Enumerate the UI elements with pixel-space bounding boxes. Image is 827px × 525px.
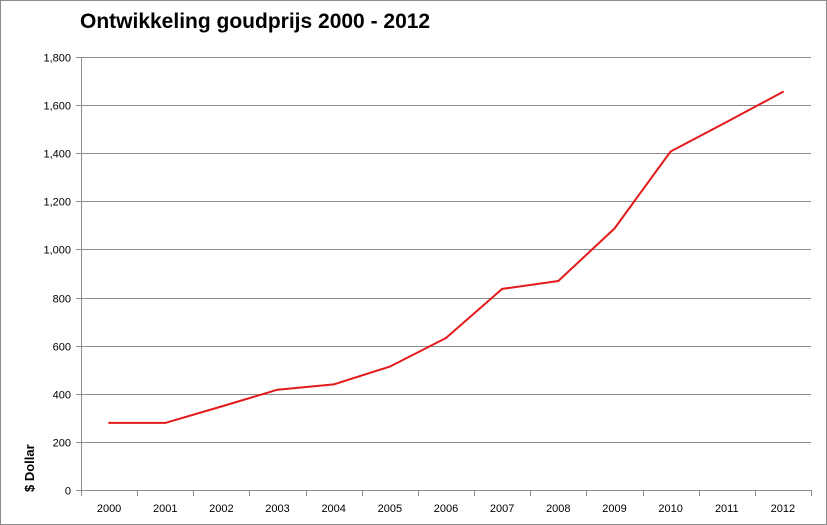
series-group: [108, 90, 784, 424]
x-axis-ticks: 2000 2001 2002 2003 2004 2005 2006 2007 2008 2009…: [81, 490, 812, 515]
data-point: [781, 90, 784, 93]
data-point: [445, 337, 447, 339]
x-tick-label: 2011: [715, 503, 739, 515]
data-point: [220, 405, 223, 408]
y-axis-ticks: 0 200 400 600 800 1,000 1,200 1,400 1,600 1,800: [43, 53, 81, 498]
x-tick-label: 2004: [321, 503, 345, 515]
series-line: [109, 91, 784, 424]
y-tick-label: 200: [53, 438, 71, 450]
data-point: [557, 280, 560, 282]
x-tick-label: 2000: [97, 503, 121, 515]
x-tick-label: 2002: [209, 503, 233, 515]
data-point: [276, 388, 279, 391]
data-point: [669, 150, 672, 153]
y-tick-label: 0: [65, 486, 71, 498]
axes: [81, 57, 811, 496]
data-point: [108, 421, 111, 424]
x-tick-label: 2005: [378, 503, 402, 515]
y-tick-label: 1,800: [43, 53, 71, 65]
data-point: [332, 383, 335, 386]
y-tick-label: 600: [53, 342, 71, 354]
y-tick-label: 1,200: [43, 197, 71, 209]
y-tick-label: 800: [53, 294, 71, 306]
x-tick-label: 2009: [602, 503, 626, 515]
gridlines: [81, 57, 811, 443]
x-tick-label: 2001: [153, 503, 177, 515]
x-tick-label: 2006: [434, 503, 458, 515]
x-tick-label: 2007: [490, 503, 514, 515]
y-tick-label: 400: [53, 390, 71, 402]
chart-title: Ontwikkeling goudprijs 2000 - 2012: [80, 10, 431, 33]
x-tick-label: 2012: [771, 503, 795, 515]
y-tick-label: 1,000: [43, 245, 71, 257]
data-point: [613, 227, 616, 230]
x-tick-label: 2008: [546, 503, 570, 515]
x-tick-label: 2003: [265, 503, 289, 515]
y-tick-label: 1,400: [43, 149, 71, 161]
y-tick-label: 1,600: [43, 101, 71, 113]
data-point: [501, 287, 504, 290]
data-point: [725, 120, 728, 123]
data-point: [164, 421, 167, 424]
x-tick-label: 2010: [658, 503, 682, 515]
data-point: [388, 365, 391, 368]
